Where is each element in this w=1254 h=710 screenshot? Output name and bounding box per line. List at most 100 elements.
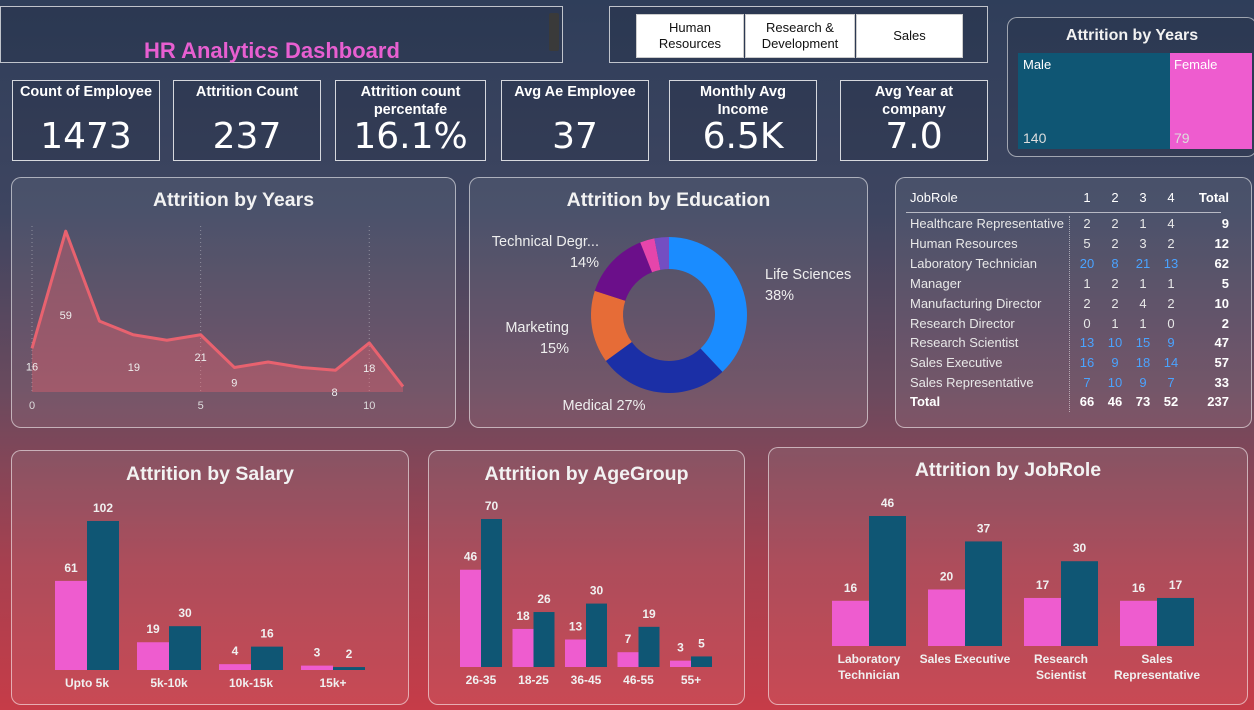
- jobrole-bar-chart: 16 46 Laboratory Technician 20 37 Sales Execut…: [832, 496, 1200, 682]
- data-label: 30: [178, 606, 192, 620]
- bar-male: [251, 646, 283, 670]
- female-value: 79: [1174, 130, 1190, 146]
- header-jobrole: JobRole: [910, 190, 958, 205]
- table-row-total: 5: [1221, 275, 1229, 291]
- slicer-human-resources[interactable]: Human Resources: [636, 14, 744, 58]
- category-label: Research: [1034, 652, 1088, 666]
- table-row-role: Sales Representative: [910, 375, 1034, 391]
- kpi-monthly-income: Monthly Avg Income 6.5K: [669, 80, 817, 161]
- table-cell: 10: [1107, 335, 1123, 351]
- age-chart-title: Attrition by AgeGroup: [484, 463, 689, 485]
- table-cell: 9: [1139, 375, 1147, 391]
- table-cell: 16: [1079, 355, 1095, 371]
- table-row-role: Research Scientist: [910, 335, 1019, 351]
- table-row-role: Laboratory Technician: [910, 255, 1037, 271]
- data-label: 46: [881, 496, 895, 510]
- kpi-label: Avg Year at company: [874, 84, 954, 118]
- table-cell: 1: [1167, 275, 1175, 291]
- data-label: 46: [464, 550, 478, 564]
- table-total-cell: 66: [1079, 394, 1095, 410]
- treemap-male-tile[interactable]: Male 140: [1018, 53, 1170, 149]
- table-row-role: Healthcare Representative: [910, 216, 1064, 231]
- table-cell: 20: [1079, 255, 1095, 271]
- table-row-total: 33: [1214, 375, 1229, 391]
- header-scrollbar[interactable]: [549, 13, 559, 51]
- slice-label: 14%: [570, 255, 599, 271]
- table-row-role: Research Director: [910, 315, 1015, 331]
- bar-male: [638, 626, 660, 667]
- kpi-label: Monthly Avg Income: [700, 84, 786, 118]
- bar-female: [928, 589, 965, 646]
- bar-male: [169, 626, 201, 670]
- table-row-total: 10: [1214, 295, 1229, 311]
- data-label: 13: [569, 620, 583, 634]
- kpi-employee-count: Count of Employee 1473: [12, 80, 160, 161]
- bar-female: [565, 639, 586, 667]
- data-label: 19: [128, 362, 140, 374]
- salary-bar-chart: 61 102 Upto 5k 19 30 5k-10k 4 16 10k-15k 3 2 15k+: [55, 501, 365, 690]
- bar-male: [869, 516, 906, 646]
- jobrole-chart-panel: Attrition by JobRole 16 46 Laboratory Techn…: [768, 447, 1248, 705]
- table-cell: 3: [1139, 235, 1147, 251]
- data-label: 18: [363, 363, 375, 375]
- age-chart-panel: Attrition by AgeGroup 46 70 26-35 18 26 18-25…: [428, 450, 745, 705]
- slicer-research-development[interactable]: Research & Development: [745, 14, 855, 58]
- bar-male: [1061, 561, 1098, 646]
- series-line: [30, 229, 405, 388]
- data-label: 4: [232, 644, 239, 658]
- slice-label: 15%: [540, 341, 569, 357]
- donut-slice: [605, 342, 723, 393]
- table-row-total: 9: [1221, 216, 1229, 231]
- x-tick-label: 10: [363, 400, 375, 412]
- slice-label: 38%: [765, 288, 794, 304]
- category-label: Scientist: [1036, 668, 1086, 682]
- kpi-value: 7.0: [885, 116, 943, 157]
- table-cell: 14: [1163, 355, 1179, 371]
- years-chart-panel: Attrition by Years 0 5 10 16 59 19 21 9 8 18: [11, 177, 456, 428]
- table-cell: 13: [1079, 335, 1095, 351]
- table-cell: 1: [1139, 275, 1147, 291]
- bar-male: [481, 519, 502, 667]
- table-total-label: Total: [910, 394, 941, 410]
- data-label: 102: [93, 501, 113, 515]
- table-row-role: Manufacturing Director: [910, 295, 1042, 311]
- table-total-cell: 73: [1135, 394, 1151, 410]
- donut-slice: [591, 290, 632, 361]
- table-cell: 2: [1111, 216, 1119, 231]
- data-label: 26: [537, 592, 551, 606]
- kpi-attrition-count: Attrition Count 237: [173, 80, 321, 161]
- table-cell: 2: [1083, 216, 1091, 231]
- bar-female: [1024, 597, 1061, 646]
- male-label: Male: [1023, 57, 1052, 72]
- years-chart-title: Attrition by Years: [152, 189, 315, 211]
- table-cell: 2: [1111, 235, 1119, 251]
- table-cell: 4: [1167, 216, 1175, 231]
- x-tick-label: 5: [198, 400, 204, 412]
- table-row-total: 2: [1221, 315, 1229, 331]
- table-cell: 2: [1111, 275, 1119, 291]
- donut-slice: [594, 242, 653, 301]
- years-area-chart: 0 5 10 16 59 19 21 9 8 18: [26, 226, 405, 412]
- kpi-value: 16.1%: [353, 116, 468, 157]
- table-row-role: Sales Executive: [910, 355, 1003, 371]
- male-value: 140: [1023, 130, 1047, 146]
- table-cell: 4: [1139, 295, 1147, 311]
- table-grand-total: 237: [1207, 394, 1229, 410]
- table-cell: 18: [1135, 355, 1151, 371]
- data-label: 3: [314, 646, 321, 660]
- slicer-sales[interactable]: Sales: [856, 14, 963, 58]
- table-row-role: Human Resources: [910, 235, 1018, 251]
- data-label: 19: [642, 607, 656, 621]
- bar-female: [670, 660, 691, 667]
- data-label: 17: [1036, 578, 1050, 592]
- data-label: 2: [346, 647, 353, 661]
- bar-male: [691, 656, 712, 667]
- bar-female: [460, 569, 481, 667]
- treemap-female-tile[interactable]: Female 79: [1170, 53, 1252, 149]
- data-label: 61: [64, 561, 78, 575]
- bar-female: [1120, 600, 1157, 646]
- donut-slice: [669, 237, 747, 372]
- table-cell: 7: [1083, 375, 1091, 391]
- data-label: 70: [485, 499, 499, 513]
- data-label: 8: [331, 387, 337, 399]
